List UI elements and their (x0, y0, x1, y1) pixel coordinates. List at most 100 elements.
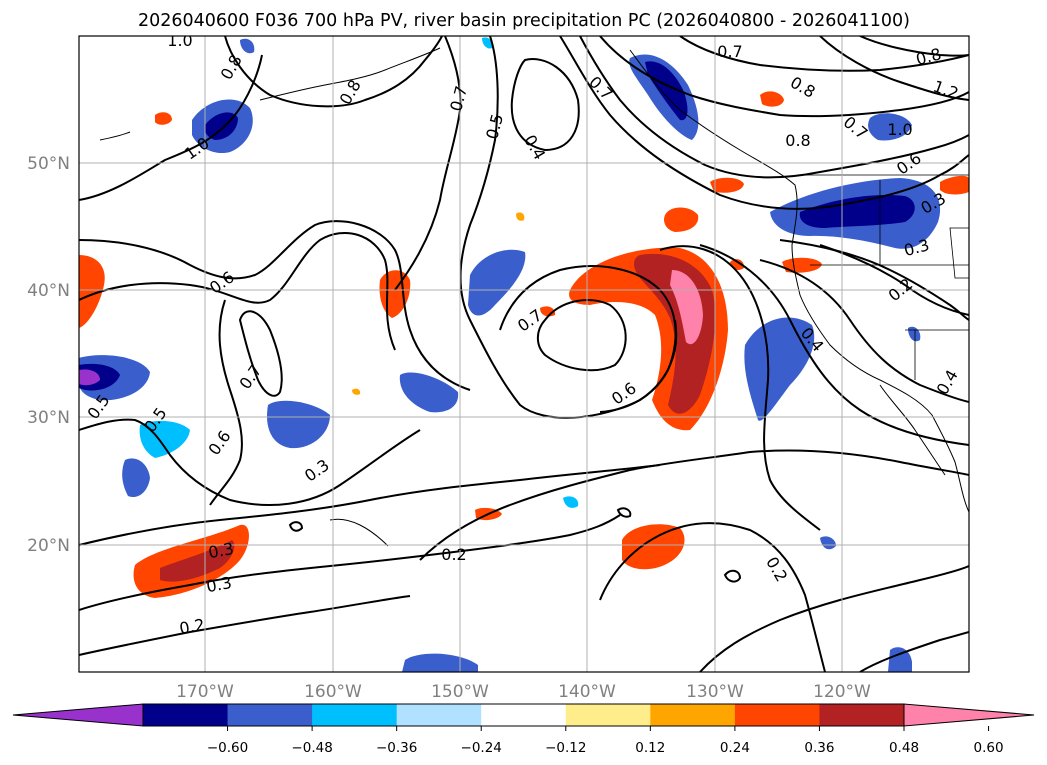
graticule (79, 36, 969, 672)
negative-anomaly-area (399, 372, 459, 413)
positive-anomaly-area (352, 388, 361, 395)
pv-contour-line (79, 514, 621, 611)
pv-contour-line (616, 507, 632, 518)
contour-label: 1.0 (167, 31, 192, 50)
negative-anomaly-area (744, 317, 815, 421)
coastline-baja (879, 384, 946, 476)
colorbar-segment (734, 704, 820, 726)
pv-contour-line (679, 36, 969, 72)
coastline-aleutians (99, 131, 131, 141)
lon-label-130w: 130°W (686, 682, 744, 702)
pv-contour-line (859, 631, 969, 672)
positive-anomaly-area (160, 540, 235, 582)
colorbar-tick-label: 0.60 (974, 740, 1004, 756)
positive-anomaly-area (79, 255, 105, 328)
positive-anomaly-area (516, 212, 525, 221)
lon-label-150w: 150°W (431, 682, 489, 702)
positive-anomaly-area (760, 91, 784, 107)
colorbar-segment (143, 704, 229, 726)
positive-anomaly-area (622, 524, 685, 570)
lon-label-160w: 160°W (304, 682, 362, 702)
contour-label: 0.2 (178, 615, 206, 638)
pv-contour-line (579, 36, 969, 179)
negative-anomaly-area (468, 249, 526, 316)
map-frame (78, 35, 970, 673)
colorbar-tick-label: −0.48 (291, 740, 332, 756)
pv-contour-line (819, 36, 969, 101)
lat-label-40n: 40°N (27, 281, 70, 301)
negative-anomaly-area (402, 653, 478, 672)
pv-contour-line (394, 36, 462, 291)
lon-label-170w: 170°W (176, 682, 234, 702)
colorbar-segment (650, 704, 736, 726)
colorbar: −0.60 −0.48 −0.36 −0.24 −0.12 0.12 0.24 0.36 0.4… (12, 703, 1035, 756)
negative-anomaly-area (266, 400, 330, 449)
pv-contour-line (79, 464, 661, 546)
pv-contour-line (859, 36, 969, 57)
colorbar-tick-label: −0.36 (376, 740, 417, 756)
negative-anomaly-area (820, 536, 836, 550)
map-title: 2026040600 F036 700 hPa PV, river basin … (138, 11, 910, 31)
state-border (805, 174, 969, 380)
pv-contour-line (79, 595, 411, 656)
pv-contour-line (819, 244, 969, 316)
lat-label-50n: 50°N (27, 154, 70, 174)
colorbar-segment (565, 704, 651, 726)
lon-label-140w: 140°W (558, 682, 616, 702)
pv-contour-line (699, 244, 969, 446)
colorbar-tick-label: 0.36 (804, 740, 834, 756)
positive-anomaly-area (670, 270, 703, 345)
pv-contour-line (79, 54, 263, 201)
colorbar-tick-label: −0.60 (207, 740, 248, 756)
lon-label-120w: 120°W (813, 682, 871, 702)
pv-contour-line (599, 522, 826, 672)
map-panel: 1.0 0.8 0.8 0.7 0.5 0.4 0.7 0.7 0.8 0.8 … (78, 31, 970, 673)
negative-anomaly-area (482, 37, 493, 49)
negative-anomaly-area (240, 38, 255, 54)
negative-anomaly-area (888, 647, 912, 672)
colorbar-segment (312, 704, 398, 726)
pv-contour-line (599, 36, 969, 118)
colorbar-tick-label: −0.12 (545, 740, 586, 756)
colorbar-tick-label: 0.48 (889, 740, 919, 756)
negative-anomaly-area (79, 369, 100, 386)
pv-contour-line (699, 565, 969, 672)
pv-contour-line (759, 259, 969, 403)
pv-contour-line (79, 231, 396, 351)
pv-contour-line (659, 245, 821, 531)
coastline-hawaii (329, 518, 389, 547)
pv-contours (79, 36, 969, 672)
colorbar-segment (481, 704, 567, 726)
positive-anomaly-area (940, 175, 969, 195)
colorbar-extend-min (12, 703, 144, 727)
contour-label: 0.3 (205, 573, 233, 596)
contour-label: 1.0 (887, 120, 912, 139)
pv-contour-line (79, 220, 471, 391)
negative-anomaly-area (563, 496, 579, 508)
negative-anomaly-area (645, 61, 688, 121)
negative-anomaly-area (204, 112, 238, 140)
pv-contour-line (224, 36, 443, 108)
colorbar-extend-max (903, 703, 1035, 727)
colorbar-tick-label: 0.24 (720, 740, 750, 756)
contour-label: 0.3 (207, 539, 235, 562)
positive-anomaly-area (155, 112, 172, 125)
longitude-labels: 170°W 160°W 150°W 140°W 130°W 120°W (176, 682, 871, 702)
latitude-labels: 50°N 40°N 30°N 20°N (27, 154, 70, 556)
lat-label-30n: 30°N (27, 408, 70, 428)
contour-label: 0.8 (785, 131, 810, 150)
colorbar-segments (142, 703, 905, 727)
colorbar-segment (819, 704, 905, 726)
negative-anomaly-area (868, 113, 912, 141)
pv-contour-line (288, 521, 304, 532)
colorbar-ticks: −0.60 −0.48 −0.36 −0.24 −0.12 0.12 0.24 0.36 0.4… (207, 726, 1004, 756)
contour-label: 0.2 (441, 545, 466, 564)
colorbar-segment (396, 704, 482, 726)
lat-label-20n: 20°N (27, 536, 70, 556)
colorbar-tick-label: −0.24 (461, 740, 502, 756)
pv-contour-line (510, 58, 580, 152)
negative-anomaly-area (122, 458, 150, 498)
pv-contour-line (419, 449, 969, 561)
colorbar-tick-label: 0.12 (635, 740, 665, 756)
